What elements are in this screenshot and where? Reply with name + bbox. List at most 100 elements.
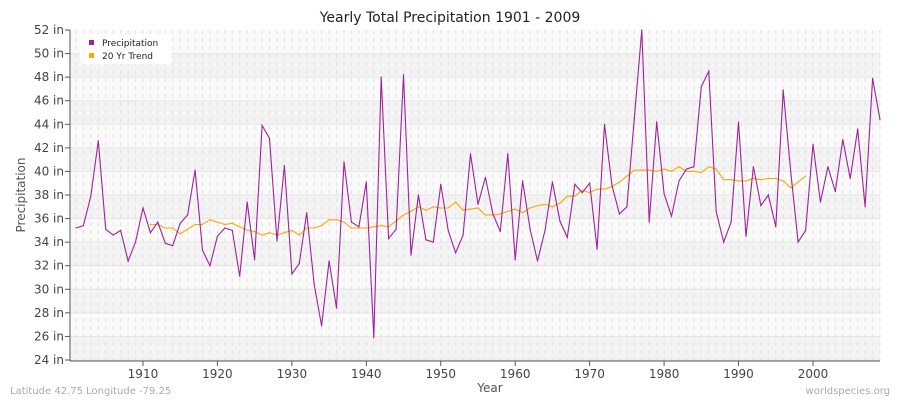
precipitation-point (633, 117, 635, 119)
precipitation-point (752, 166, 755, 168)
precipitation-point (388, 238, 390, 240)
precipitation-point (82, 225, 85, 227)
precipitation-point (574, 183, 576, 185)
trend-point (321, 225, 323, 227)
precipitation-point (804, 229, 807, 231)
precipitation-point (715, 210, 717, 213)
trend-point (231, 222, 233, 224)
precipitation-point (97, 140, 99, 142)
x-tick-label: 2000 (798, 367, 829, 381)
trend-point (544, 203, 546, 206)
precipitation-point (75, 227, 77, 229)
grid-band (70, 124, 880, 148)
trend-point (603, 188, 606, 190)
precipitation-point (417, 194, 420, 196)
trend-point (335, 219, 338, 221)
y-tick-label: 50 in (34, 47, 64, 61)
precipitation-point (767, 194, 769, 196)
y-tick-label: 42 in (34, 141, 64, 155)
precipitation-point (432, 241, 434, 243)
trend-point (790, 187, 792, 189)
precipitation-point (529, 228, 531, 230)
precipitation-point (842, 139, 844, 141)
precipitation-point (589, 182, 591, 184)
precipitation-point (216, 235, 219, 237)
precipitation-point (551, 181, 554, 183)
precipitation-point (514, 259, 516, 261)
precipitation-point (678, 180, 680, 182)
trend-point (261, 234, 263, 236)
trend-point (179, 233, 181, 235)
trend-point (172, 227, 174, 229)
precipitation-point (328, 260, 330, 262)
precipitation-point (231, 229, 233, 231)
precipitation-point (641, 29, 643, 31)
trend-point (670, 170, 673, 173)
grid-band (70, 312, 880, 337)
precipitation-point (871, 77, 874, 79)
precipitation-point (522, 180, 524, 182)
precipitation-point (261, 124, 263, 127)
precipitation-point (566, 236, 568, 239)
trend-point (455, 201, 457, 203)
precipitation-point (790, 170, 792, 173)
y-tick-label: 52 in (34, 23, 64, 37)
grid-band (70, 265, 880, 290)
trend-point (328, 219, 330, 221)
precipitation-point (708, 70, 710, 72)
trend-point (194, 223, 196, 226)
precipitation-point (603, 123, 606, 125)
trend-point (522, 212, 524, 214)
precipitation-point (648, 221, 650, 223)
trend-point (723, 179, 725, 181)
precipitation-point (819, 201, 822, 203)
precipitation-point (737, 121, 740, 123)
precipitation-point (395, 228, 397, 230)
trend-point (216, 221, 219, 223)
y-tick-label: 28 in (34, 306, 64, 320)
precipitation-point (596, 248, 598, 250)
precipitation-point (864, 206, 866, 208)
trend-point (551, 206, 554, 208)
trend-point (618, 181, 621, 183)
precipitation-point (849, 177, 851, 180)
y-tick-label: 24 in (34, 353, 64, 367)
precipitation-point (507, 153, 509, 155)
trend-point (782, 180, 784, 182)
x-tick-label: 1960 (500, 367, 531, 381)
trend-point (581, 189, 583, 191)
trend-point (373, 226, 375, 228)
precipitation-point (380, 76, 382, 78)
y-axis-label: Precipitation (14, 157, 28, 232)
precipitation-point (663, 193, 665, 195)
trend-point (656, 170, 658, 173)
trend-point (239, 226, 241, 228)
precipitation-point (559, 220, 561, 222)
precipitation-point (827, 166, 829, 168)
precipitation-point (670, 215, 673, 217)
x-tick-label: 1920 (202, 367, 233, 381)
precipitation-point (477, 203, 479, 206)
trend-point (685, 170, 688, 173)
precipitation-point (321, 325, 323, 327)
y-tick-label: 46 in (34, 94, 64, 108)
precipitation-point (358, 226, 360, 228)
precipitation-point (105, 228, 107, 230)
grid-band (70, 336, 880, 360)
precipitation-point (723, 241, 725, 243)
y-tick-label: 36 in (34, 212, 64, 226)
trend-point (633, 169, 635, 171)
precipitation-point (350, 221, 353, 223)
trend-point (417, 206, 420, 208)
precipitation-point (745, 235, 747, 237)
precipitation-point (626, 206, 628, 208)
trend-point (410, 210, 412, 213)
precipitation-point (291, 273, 293, 275)
precipitation-point (455, 252, 457, 254)
precipitation-point (700, 85, 702, 88)
precipitation-point (693, 166, 695, 168)
trend-point (663, 168, 665, 170)
precipitation-point (313, 283, 315, 286)
precipitation-point (149, 232, 152, 234)
